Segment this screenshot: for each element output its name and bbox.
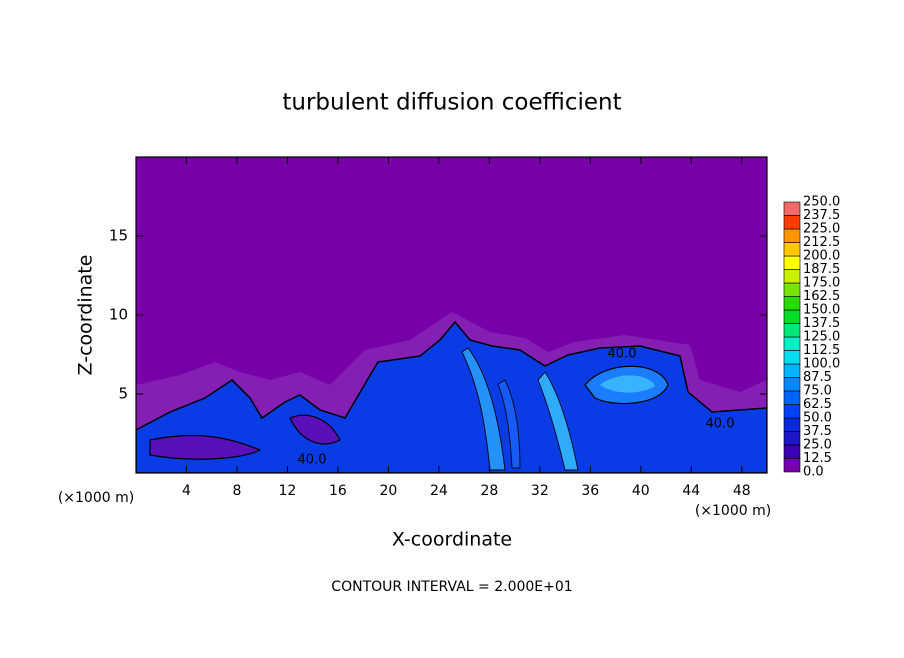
field-purple-pocket — [289, 414, 341, 445]
field-streak — [461, 347, 506, 471]
y-tick-label: 15 — [109, 227, 128, 245]
colorbar-label: 62.5 — [803, 397, 832, 412]
x-tick-label: 20 — [379, 483, 397, 499]
field-purple-pocket — [149, 434, 262, 460]
colorbar-cell — [783, 363, 801, 378]
colorbar-cell — [783, 404, 801, 419]
x-tick-label: 28 — [480, 483, 498, 499]
colorbar-label: 125.0 — [803, 330, 840, 345]
colorbar-cell — [783, 458, 801, 473]
colorbar-label: 137.5 — [803, 316, 840, 331]
colorbar-cell — [783, 336, 801, 351]
colorbar-label: 225.0 — [803, 222, 840, 237]
colorbar-cell — [783, 431, 801, 446]
contour-label: 40.0 — [706, 417, 735, 432]
y-tick-label: 5 — [118, 385, 128, 403]
field-blue — [136, 320, 767, 473]
x-tick-label: 36 — [581, 483, 599, 499]
colorbar-label: 75.0 — [803, 384, 832, 399]
contour-label: 40.0 — [608, 347, 637, 362]
field — [136, 157, 767, 473]
x-tick-label: 44 — [682, 483, 700, 499]
colorbar-label: 250.0 — [803, 195, 840, 210]
chart-title: turbulent diffusion coefficient — [282, 90, 621, 116]
colorbar-label: 187.5 — [803, 262, 840, 277]
colorbar-cell — [783, 323, 801, 338]
colorbar-cell — [783, 417, 801, 432]
contour-label: 40.0 — [298, 453, 327, 468]
x-tick-label: 4 — [182, 483, 191, 499]
x-tick-label: 40 — [632, 483, 650, 499]
colorbar-cell — [783, 350, 801, 365]
y-tick-label: 10 — [109, 306, 128, 324]
colorbar-cell — [783, 228, 801, 243]
colorbar-cell — [783, 269, 801, 284]
x-tick-label: 24 — [430, 483, 448, 499]
x-tick-label: 32 — [531, 483, 549, 499]
x-tick-label: 48 — [733, 483, 751, 499]
colorbar-label: 237.5 — [803, 208, 840, 223]
colorbar-cell — [783, 377, 801, 392]
colorbar-cell — [783, 390, 801, 405]
colorbar-label: 100.0 — [803, 357, 840, 372]
field-swirl — [600, 375, 655, 393]
colorbar-cell — [783, 444, 801, 459]
colorbar-label: 150.0 — [803, 303, 840, 318]
colorbar-label: 50.0 — [803, 411, 832, 426]
colorbar-cell — [783, 282, 801, 297]
colorbar-cell — [783, 255, 801, 270]
colorbar-label: 87.5 — [803, 370, 832, 385]
x-tick-label: 16 — [329, 483, 347, 499]
colorbar-label: 12.5 — [803, 451, 832, 466]
footnote: CONTOUR INTERVAL = 2.000E+01 — [331, 579, 572, 595]
x-unit-label: (×1000 m) — [695, 503, 771, 519]
field-streak — [497, 379, 521, 469]
field-streak — [537, 371, 579, 471]
colorbar-label: 175.0 — [803, 276, 840, 291]
x-tick-label: 8 — [232, 483, 241, 499]
colorbar-label: 0.0 — [803, 465, 824, 480]
colorbar-label: 25.0 — [803, 438, 832, 453]
colorbar-cell — [783, 309, 801, 324]
x-axis-label: X-coordinate — [392, 529, 512, 551]
colorbar-label: 37.5 — [803, 424, 832, 439]
x-unit-label: (×1000 m) — [58, 490, 134, 506]
x-tick-label: 12 — [279, 483, 297, 499]
y-axis-label: Z-coordinate — [75, 255, 97, 376]
colorbar-cell — [783, 215, 801, 230]
colorbar-label: 112.5 — [803, 343, 840, 358]
colorbar-cell — [783, 296, 801, 311]
colorbar-label: 162.5 — [803, 289, 840, 304]
colorbar-cell — [783, 201, 801, 216]
colorbar-cell — [783, 242, 801, 257]
colorbar-label: 200.0 — [803, 249, 840, 264]
colorbar-label: 212.5 — [803, 235, 840, 250]
